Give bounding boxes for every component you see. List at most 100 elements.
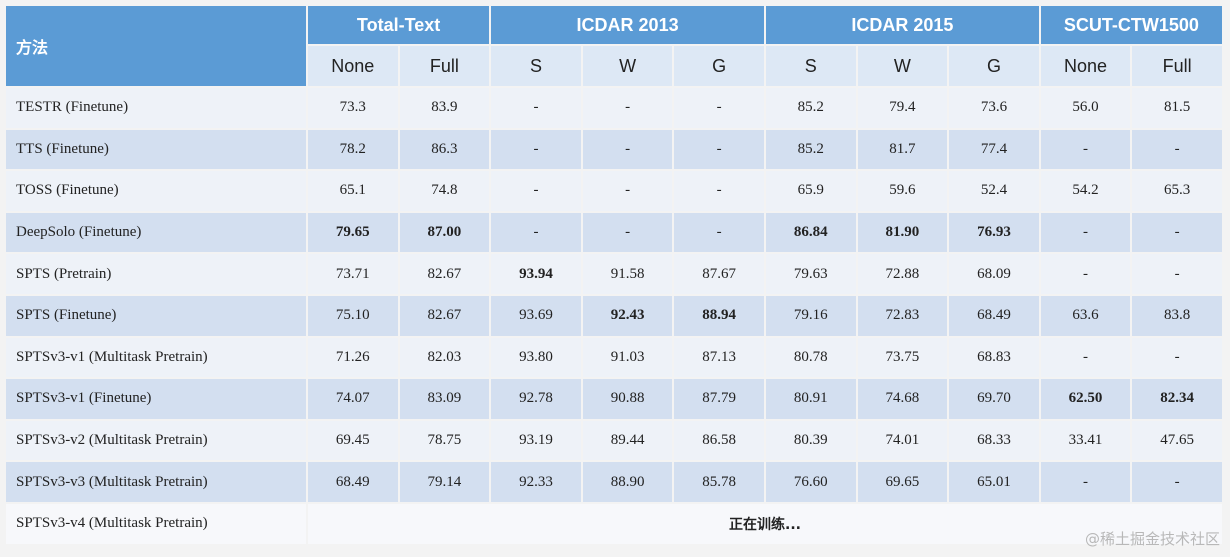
method-cell: SPTSv3-v1 (Multitask Pretrain) bbox=[6, 337, 306, 378]
value-cell: 81.5 bbox=[1132, 88, 1222, 128]
value-cell: 89.44 bbox=[582, 420, 673, 461]
value-cell: 72.83 bbox=[857, 295, 948, 336]
value-cell: 83.9 bbox=[399, 88, 490, 128]
value-cell: - bbox=[582, 171, 673, 211]
data-row: DeepSolo (Finetune) 79.65 87.00- - -86.84 81.… bbox=[6, 212, 1222, 253]
value-cell: 82.67 bbox=[399, 295, 490, 336]
value-cell: 92.33 bbox=[491, 462, 581, 502]
method-cell: SPTSv3-v2 (Multitask Pretrain) bbox=[6, 420, 306, 461]
method-cell: TTS (Finetune) bbox=[6, 129, 306, 170]
method-cell: TESTR (Finetune) bbox=[6, 88, 306, 128]
subheader: W bbox=[582, 46, 673, 86]
value-cell: 68.83 bbox=[949, 337, 1039, 378]
method-cell: SPTSv3-v1 (Finetune) bbox=[6, 379, 306, 419]
value-cell: - bbox=[1132, 462, 1222, 502]
watermark: @稀土掘金技术社区 bbox=[1084, 530, 1220, 548]
value-cell: 81.7 bbox=[857, 129, 948, 170]
value-cell: - bbox=[1040, 337, 1131, 378]
value-cell: 93.80 bbox=[491, 337, 581, 378]
value-cell: 76.93 bbox=[949, 212, 1039, 253]
value-cell: - bbox=[491, 171, 581, 211]
table-container: 方法 Total-Text ICDAR 2013 ICDAR 2015 SCUT-CTW… bbox=[4, 4, 1224, 546]
subheader: None bbox=[1040, 46, 1131, 86]
data-row: TOSS (Finetune) 65.1 74.8- - -65.9 59.6 52.4 54… bbox=[6, 171, 1222, 211]
value-cell: 86.58 bbox=[674, 420, 764, 461]
value-cell: 69.70 bbox=[949, 379, 1039, 419]
value-cell: 54.2 bbox=[1040, 171, 1131, 211]
results-table: 方法 Total-Text ICDAR 2013 ICDAR 2015 SCUT-CTW… bbox=[4, 4, 1224, 546]
value-cell: - bbox=[1040, 129, 1131, 170]
data-row: TESTR (Finetune) 73.3 83.9- - -85.2 79.4 73.6 5… bbox=[6, 88, 1222, 128]
value-cell: 71.26 bbox=[308, 337, 398, 378]
value-cell: 86.84 bbox=[765, 212, 856, 253]
value-cell: - bbox=[1132, 212, 1222, 253]
value-cell: - bbox=[674, 212, 764, 253]
data-row: SPTSv3-v3 (Multitask Pretrain) 68.49 79.14… bbox=[6, 462, 1222, 502]
value-cell: 65.3 bbox=[1132, 171, 1222, 211]
value-cell: - bbox=[1132, 337, 1222, 378]
value-cell: - bbox=[1132, 254, 1222, 294]
value-cell: 73.6 bbox=[949, 88, 1039, 128]
subheader: S bbox=[765, 46, 856, 86]
value-cell: 74.01 bbox=[857, 420, 948, 461]
value-cell: 85.78 bbox=[674, 462, 764, 502]
value-cell: 82.34 bbox=[1132, 379, 1222, 419]
subheader: None bbox=[308, 46, 398, 86]
data-row: TTS (Finetune) 78.2 86.3- - -85.2 81.7 77.4- - bbox=[6, 129, 1222, 170]
group-header: ICDAR 2015 bbox=[765, 6, 1039, 44]
value-cell: 83.8 bbox=[1132, 295, 1222, 336]
group-header: SCUT-CTW1500 bbox=[1040, 6, 1222, 44]
value-cell: 69.45 bbox=[308, 420, 398, 461]
value-cell: - bbox=[1040, 462, 1131, 502]
value-cell: 73.71 bbox=[308, 254, 398, 294]
value-cell: 88.94 bbox=[674, 295, 764, 336]
value-cell: 33.41 bbox=[1040, 420, 1131, 461]
method-cell: TOSS (Finetune) bbox=[6, 171, 306, 211]
value-cell: - bbox=[1040, 212, 1131, 253]
value-cell: 77.4 bbox=[949, 129, 1039, 170]
value-cell: 80.39 bbox=[765, 420, 856, 461]
value-cell: 81.90 bbox=[857, 212, 948, 253]
data-row: SPTS (Pretrain) 73.71 82.67 93.94 91.58 87.67… bbox=[6, 254, 1222, 294]
value-cell: 68.09 bbox=[949, 254, 1039, 294]
subheader: Full bbox=[1132, 46, 1222, 86]
value-cell: 68.49 bbox=[308, 462, 398, 502]
data-row: SPTSv3-v4 (Multitask Pretrain) 正在训练... bbox=[6, 503, 1222, 544]
value-cell: 75.10 bbox=[308, 295, 398, 336]
value-cell: 80.91 bbox=[765, 379, 856, 419]
value-cell: 93.19 bbox=[491, 420, 581, 461]
value-cell: 93.94 bbox=[491, 254, 581, 294]
value-cell: 79.63 bbox=[765, 254, 856, 294]
value-cell: - bbox=[491, 212, 581, 253]
value-cell: 82.67 bbox=[399, 254, 490, 294]
status-cell: 正在训练... bbox=[308, 503, 1222, 544]
value-cell: 85.2 bbox=[765, 129, 856, 170]
value-cell: 74.07 bbox=[308, 379, 398, 419]
value-cell: 79.4 bbox=[857, 88, 948, 128]
value-cell: 87.79 bbox=[674, 379, 764, 419]
value-cell: 78.75 bbox=[399, 420, 490, 461]
value-cell: 56.0 bbox=[1040, 88, 1131, 128]
method-cell: SPTSv3-v3 (Multitask Pretrain) bbox=[6, 462, 306, 502]
value-cell: 86.3 bbox=[399, 129, 490, 170]
value-cell: 93.69 bbox=[491, 295, 581, 336]
data-row: SPTS (Finetune) 75.10 82.67 93.69 92.43 88.94… bbox=[6, 295, 1222, 336]
value-cell: 91.58 bbox=[582, 254, 673, 294]
subheader: S bbox=[491, 46, 581, 86]
value-cell: 92.78 bbox=[491, 379, 581, 419]
value-cell: - bbox=[674, 129, 764, 170]
method-cell: SPTS (Pretrain) bbox=[6, 254, 306, 294]
value-cell: 87.13 bbox=[674, 337, 764, 378]
subheader: Full bbox=[399, 46, 490, 86]
value-cell: 79.65 bbox=[308, 212, 398, 253]
value-cell: 68.49 bbox=[949, 295, 1039, 336]
subheader: G bbox=[674, 46, 764, 86]
value-cell: 91.03 bbox=[582, 337, 673, 378]
method-cell: SPTSv3-v4 (Multitask Pretrain) bbox=[6, 503, 306, 544]
corner-header: 方法 bbox=[6, 6, 306, 86]
data-row: SPTSv3-v1 (Multitask Pretrain) 71.26 82.03… bbox=[6, 337, 1222, 378]
value-cell: 88.90 bbox=[582, 462, 673, 502]
header-row: 方法 Total-Text ICDAR 2013 ICDAR 2015 SCUT-CTW… bbox=[6, 6, 1222, 86]
value-cell: 63.6 bbox=[1040, 295, 1131, 336]
